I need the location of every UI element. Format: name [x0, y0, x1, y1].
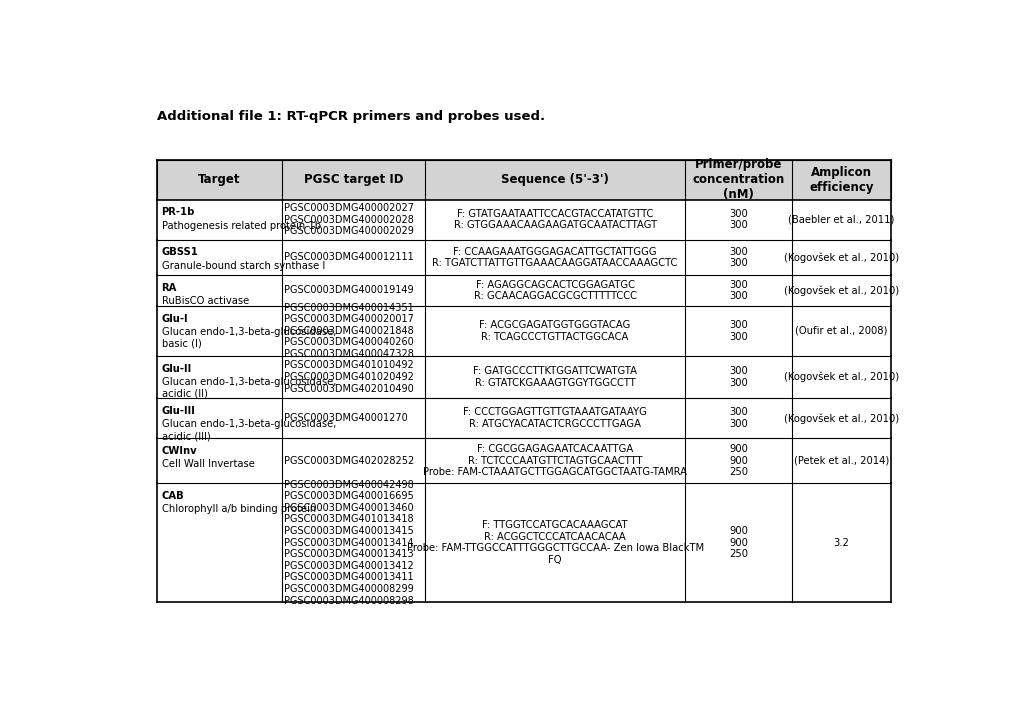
Text: Glucan endo-1,3-beta-glucosidase,
basic (I): Glucan endo-1,3-beta-glucosidase, basic …	[161, 327, 335, 348]
Text: PGSC0003DMG400012111: PGSC0003DMG400012111	[283, 252, 414, 262]
Bar	[157, 438, 890, 483]
Text: PGSC0003DMG40001270: PGSC0003DMG40001270	[283, 413, 408, 423]
Text: (Kogovšek et al., 2010): (Kogovšek et al., 2010)	[783, 372, 898, 382]
Text: CWInv: CWInv	[161, 446, 197, 456]
Text: RuBisCO activase: RuBisCO activase	[161, 296, 249, 306]
Bar	[157, 199, 890, 240]
Text: (Oufir et al., 2008): (Oufir et al., 2008)	[795, 326, 887, 336]
Text: 300
300: 300 300	[729, 408, 747, 429]
Text: (Kogovšek et al., 2010): (Kogovšek et al., 2010)	[783, 252, 898, 263]
Text: PGSC0003DMG401010492
PGSC0003DMG401020492
PGSC0003DMG402010490: PGSC0003DMG401010492 PGSC0003DMG40102049…	[283, 361, 414, 394]
Text: 300
300: 300 300	[729, 320, 747, 342]
Text: Sequence (5'-3'): Sequence (5'-3')	[500, 173, 608, 186]
Text: Additional file 1: RT-qPCR primers and probes used.: Additional file 1: RT-qPCR primers and p…	[157, 110, 544, 123]
Text: (Kogovšek et al., 2010): (Kogovšek et al., 2010)	[783, 285, 898, 296]
Text: F: TTGGTCCATGCACAAAGCAT
R: ACGGCTCCCATCAACACAA
Probe: FAM-TTGGCCATTTGGGCTTGCCAA-: F: TTGGTCCATGCACAAAGCAT R: ACGGCTCCCATCA…	[407, 521, 703, 565]
Text: F: GATGCCCTTKTGGATTCWATGTA
R: GTATCKGAAAGTGGYTGGCCTT: F: GATGCCCTTKTGGATTCWATGTA R: GTATCKGAAA…	[473, 366, 637, 388]
Text: RA: RA	[161, 283, 177, 293]
Text: 900
900
250: 900 900 250	[729, 444, 747, 477]
Text: Primer/probe
concentration
(nM): Primer/probe concentration (nM)	[692, 158, 784, 201]
Text: PR-1b: PR-1b	[161, 207, 195, 217]
Text: 300
300: 300 300	[729, 366, 747, 388]
Text: Cell Wall Invertase: Cell Wall Invertase	[161, 459, 254, 469]
Text: Chlorophyll a/b binding protein: Chlorophyll a/b binding protein	[161, 504, 316, 514]
Text: PGSC target ID: PGSC target ID	[304, 173, 403, 186]
Text: PGSC0003DMG402028252: PGSC0003DMG402028252	[283, 456, 414, 466]
Text: Glu-I: Glu-I	[161, 313, 189, 323]
Text: F: CCCTGGAGTTGTTGTAAATGATAAYG
R: ATGCYACATACTCRGCCCTTGAGA: F: CCCTGGAGTTGTTGTAAATGATAAYG R: ATGCYAC…	[463, 408, 646, 429]
Text: Target: Target	[198, 173, 240, 186]
Text: (Petek et al., 2014): (Petek et al., 2014)	[793, 456, 889, 466]
Text: 300
300: 300 300	[729, 279, 747, 301]
Text: PGSC0003DMG400002027
PGSC0003DMG400002028
PGSC0003DMG400002029: PGSC0003DMG400002027 PGSC0003DMG40000202…	[283, 203, 414, 236]
Text: PGSC0003DMG400042498
PGSC0003DMG400016695
PGSC0003DMG400013460
PGSC0003DMG401013: PGSC0003DMG400042498 PGSC0003DMG40001669…	[283, 480, 414, 606]
Text: 300
300: 300 300	[729, 209, 747, 230]
Text: Glu-II: Glu-II	[161, 364, 192, 374]
Text: Granule-bound starch synthase I: Granule-bound starch synthase I	[161, 261, 324, 271]
Bar	[157, 160, 890, 199]
Text: F: GTATGAATAATTCCACGTACCATATGTTC
R: GTGGAAACAAGAAGATGCAATACTTAGT: F: GTATGAATAATTCCACGTACCATATGTTC R: GTGG…	[453, 209, 656, 230]
Text: Glucan endo-1,3-beta-glucosidase,
acidic (III): Glucan endo-1,3-beta-glucosidase, acidic…	[161, 420, 335, 441]
Bar	[157, 483, 890, 603]
Text: F: CGCGGAGAGAATCACAATTGA
R: TCTCCCAATGTTCTAGTGCAACTTT
Probe: FAM-CTAAATGCTTGGAGC: F: CGCGGAGAGAATCACAATTGA R: TCTCCCAATGTT…	[423, 444, 687, 477]
Text: F: CCAAGAAATGGGAGACATTGCTATTGGG
R: TGATCTTATTGTTGAAACAAGGATAACCAAAGCTC: F: CCAAGAAATGGGAGACATTGCTATTGGG R: TGATC…	[432, 246, 678, 268]
Text: Glu-III: Glu-III	[161, 406, 196, 416]
Bar	[157, 398, 890, 438]
Text: CAB: CAB	[161, 490, 184, 500]
Bar	[157, 356, 890, 398]
Text: Pathogenesis related protein 1b: Pathogenesis related protein 1b	[161, 221, 320, 231]
Text: GBSS1: GBSS1	[161, 248, 199, 257]
Bar	[157, 306, 890, 356]
Text: Glucan endo-1,3-beta-glucosidase,
acidic (II): Glucan endo-1,3-beta-glucosidase, acidic…	[161, 377, 335, 399]
Text: F: ACGCGAGATGGTGGGTACAG
R: TCAGCCCTGTTACTGGCACA: F: ACGCGAGATGGTGGGTACAG R: TCAGCCCTGTTAC…	[479, 320, 630, 342]
Text: (Kogovšek et al., 2010): (Kogovšek et al., 2010)	[783, 413, 898, 423]
Bar	[157, 275, 890, 306]
Text: 900
900
250: 900 900 250	[729, 526, 747, 559]
Text: PGSC0003DMG400019149: PGSC0003DMG400019149	[283, 285, 414, 295]
Text: Amplicon
efficiency: Amplicon efficiency	[808, 166, 872, 194]
Text: F: AGAGGCAGCACTCGGAGATGC
R: GCAACAGGACGCGCTTTTTCCC: F: AGAGGCAGCACTCGGAGATGC R: GCAACAGGACGC…	[473, 279, 636, 301]
Text: 3.2: 3.2	[833, 538, 849, 548]
Text: PGSC0003DMG400014351
PGSC0003DMG400020017
PGSC0003DMG400021848
PGSC0003DMG400040: PGSC0003DMG400014351 PGSC0003DMG40002001…	[283, 302, 414, 359]
Text: 300
300: 300 300	[729, 246, 747, 268]
Bar	[157, 240, 890, 275]
Text: (Baebler et al., 2011): (Baebler et al., 2011)	[788, 215, 894, 225]
